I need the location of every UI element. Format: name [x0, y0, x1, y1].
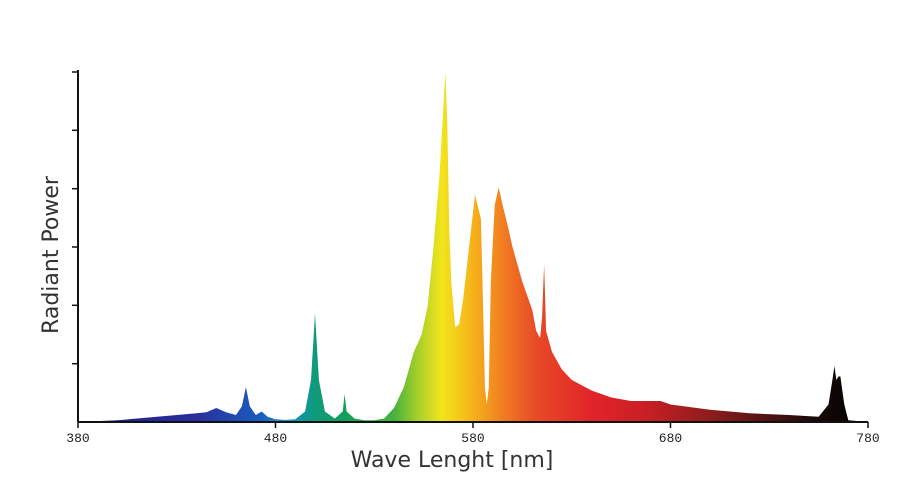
x-axis-title: Wave Lenght [nm] [351, 448, 554, 473]
y-axis-ticks [72, 71, 78, 365]
spectrum-series-area [78, 72, 868, 422]
y-axis-title: Radiant Power [39, 175, 64, 334]
x-tick-label: 480 [264, 431, 287, 446]
x-tick-label: 380 [66, 431, 89, 446]
x-tick-label: 780 [856, 431, 879, 446]
x-axis-ticks: 380 480 580 680 780 [66, 422, 880, 446]
x-tick-label: 580 [461, 431, 484, 446]
x-tick-label: 680 [659, 431, 682, 446]
